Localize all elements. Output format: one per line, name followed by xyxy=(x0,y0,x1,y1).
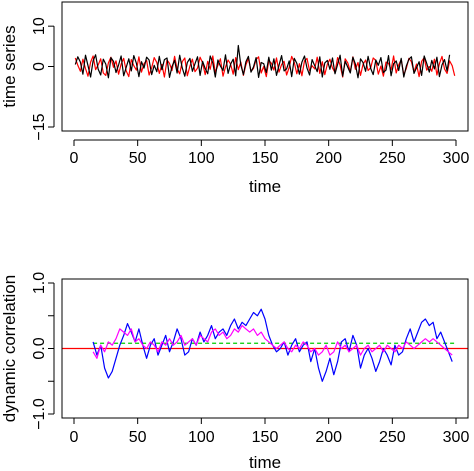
time-series-panel: 0 50 100 150 200 250 300 time −15 0 10 time series xyxy=(0,1,470,196)
x-tick-label: 200 xyxy=(315,429,342,446)
y-tick-label: 10 xyxy=(31,17,48,35)
series-line-0 xyxy=(74,55,456,78)
x-tick-label: 0 xyxy=(70,150,79,167)
x-tick-label: 0 xyxy=(70,429,79,446)
x-tick-label: 300 xyxy=(443,429,470,446)
plot-frame xyxy=(61,1,469,132)
series-line-1 xyxy=(74,44,451,79)
y-tick-label: −1.0 xyxy=(31,398,48,430)
x-tick-label: 150 xyxy=(252,429,279,446)
y-tick-label: 0 xyxy=(31,62,48,71)
x-tick-label: 250 xyxy=(379,429,406,446)
x-axis-label: time xyxy=(249,453,281,471)
series-line-1 xyxy=(92,325,453,359)
dynamic-correlation-panel: 0 50 100 150 200 250 300 time −1.0 0.0 1.0 dynamic … xyxy=(0,272,469,471)
x-tick-label: 50 xyxy=(129,429,147,446)
y-axis-label: dynamic correlation xyxy=(0,275,19,422)
x-tick-label: 100 xyxy=(188,429,215,446)
y-axis-label: time series xyxy=(0,25,19,107)
y-tick-label: 1.0 xyxy=(31,272,48,294)
x-tick-label: 200 xyxy=(315,150,342,167)
x-tick-label: 100 xyxy=(188,150,215,167)
x-tick-label: 50 xyxy=(129,150,147,167)
x-tick-label: 250 xyxy=(379,150,406,167)
y-tick-label: 0.0 xyxy=(31,337,48,359)
x-tick-label: 150 xyxy=(252,150,279,167)
x-axis-label: time xyxy=(249,177,281,196)
x-tick-label: 300 xyxy=(443,150,470,167)
y-tick-label: −15 xyxy=(31,113,48,140)
